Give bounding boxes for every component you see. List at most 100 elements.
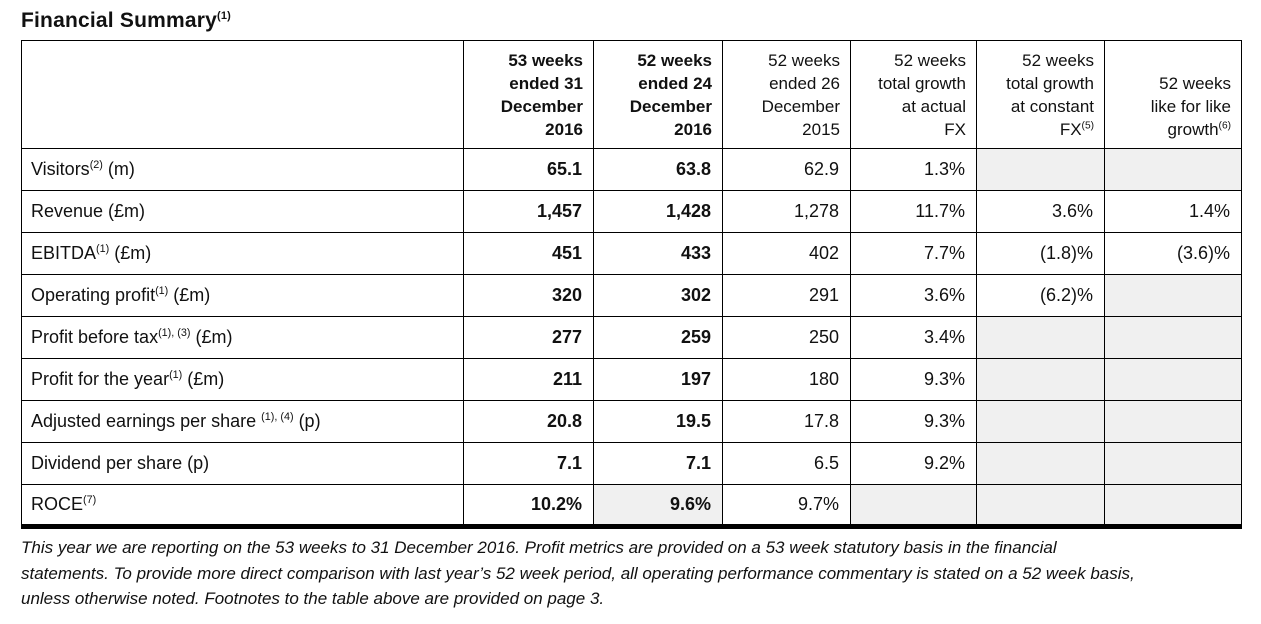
row-footnote-marker: (1) — [155, 285, 169, 297]
table-row: ROCE(7) 10.2% 9.6% 9.7% — [21, 484, 1242, 529]
table-row: Adjusted earnings per share (1), (4) (p)… — [21, 400, 1242, 443]
column-header: 52 weeks ended 24 December 2016 — [593, 40, 723, 149]
value-cell: 1,457 — [463, 190, 594, 233]
column-header: 52 weeks ended 26 December 2015 — [722, 40, 851, 149]
value-cell: 3.6% — [976, 190, 1105, 233]
row-label: Profit before tax(1), (3) (£m) — [21, 316, 464, 359]
value-cell: 11.7% — [850, 190, 977, 233]
value-cell — [1104, 442, 1242, 485]
column-header-line: ended 26 — [769, 74, 840, 93]
financial-summary-table: 53 weeks ended 31 December 2016 52 weeks ende… — [21, 40, 1242, 529]
column-header-line: FX(5) — [1059, 120, 1094, 139]
column-header-line: December — [500, 97, 583, 116]
value-cell: 1,278 — [722, 190, 851, 233]
value-cell — [1104, 358, 1242, 401]
value-cell: 10.2% — [463, 484, 594, 529]
column-header: 52 weeks total growth at constant FX(5) — [976, 40, 1105, 149]
table-row: EBITDA(1) (£m) 451 433 402 7.7% (1.8)% (3.6)% — [21, 232, 1242, 275]
value-cell: (6.2)% — [976, 274, 1105, 317]
value-cell — [1104, 148, 1242, 191]
value-cell: 9.3% — [850, 400, 977, 443]
value-cell: 291 — [722, 274, 851, 317]
footnote-line: This year we are reporting on the 53 wee… — [21, 538, 1057, 557]
value-cell: 65.1 — [463, 148, 594, 191]
table-row: Revenue (£m) 1,457 1,428 1,278 11.7% 3.6% 1.4% — [21, 190, 1242, 233]
value-cell — [1104, 484, 1242, 529]
value-cell: 19.5 — [593, 400, 723, 443]
header-row: 53 weeks ended 31 December 2016 52 weeks ende… — [21, 40, 1242, 149]
value-cell: 180 — [722, 358, 851, 401]
value-cell — [850, 484, 977, 529]
value-cell — [976, 484, 1105, 529]
table-row: Profit for the year(1) (£m) 211 197 180 9.3% — [21, 358, 1242, 401]
row-footnote-marker: (1), (4) — [261, 411, 294, 423]
value-cell — [1104, 274, 1242, 317]
value-cell: 1.3% — [850, 148, 977, 191]
table-header: 53 weeks ended 31 December 2016 52 weeks ende… — [21, 40, 1242, 149]
value-cell: 402 — [722, 232, 851, 275]
column-header-line: 2015 — [802, 120, 840, 139]
value-cell: 20.8 — [463, 400, 594, 443]
table-row: Dividend per share (p) 7.1 7.1 6.5 9.2% — [21, 442, 1242, 485]
row-label: Operating profit(1) (£m) — [21, 274, 464, 317]
table-row: Visitors(2) (m) 65.1 63.8 62.9 1.3% — [21, 148, 1242, 191]
column-header-line: ended 31 — [509, 74, 583, 93]
value-cell: 9.7% — [722, 484, 851, 529]
footnote-line: unless otherwise noted. Footnotes to the… — [21, 589, 605, 608]
column-header-line: at constant — [1010, 97, 1094, 116]
column-header-line: 52 weeks — [894, 51, 966, 70]
value-cell — [976, 316, 1105, 359]
row-label: ROCE(7) — [21, 484, 464, 529]
row-label: Dividend per share (p) — [21, 442, 464, 485]
value-cell: 197 — [593, 358, 723, 401]
row-footnote-marker: (7) — [83, 494, 97, 506]
value-cell: 7.7% — [850, 232, 977, 275]
header-footnote-marker: (6) — [1218, 120, 1231, 132]
table-body: Visitors(2) (m) 65.1 63.8 62.9 1.3% Revenue (… — [21, 148, 1242, 529]
title-footnote-marker: (1) — [216, 10, 232, 22]
column-header-line: total growth — [878, 74, 966, 93]
value-cell: 3.4% — [850, 316, 977, 359]
column-header-line: December — [629, 97, 712, 116]
column-header-line: total growth — [1006, 74, 1094, 93]
table-row: Operating profit(1) (£m) 320 302 291 3.6% (6.… — [21, 274, 1242, 317]
value-cell: 3.6% — [850, 274, 977, 317]
column-header-line: at actual — [901, 97, 966, 116]
value-cell: 7.1 — [593, 442, 723, 485]
value-cell — [976, 358, 1105, 401]
value-cell: 1.4% — [1104, 190, 1242, 233]
value-cell: 302 — [593, 274, 723, 317]
value-cell: 1,428 — [593, 190, 723, 233]
row-label: Profit for the year(1) (£m) — [21, 358, 464, 401]
value-cell: 211 — [463, 358, 594, 401]
row-footnote-marker: (1) — [96, 243, 110, 255]
value-cell: 433 — [593, 232, 723, 275]
value-cell: 63.8 — [593, 148, 723, 191]
value-cell: 62.9 — [722, 148, 851, 191]
column-header-line: growth(6) — [1167, 120, 1231, 139]
column-header-line: 53 weeks — [508, 51, 583, 70]
value-cell — [976, 442, 1105, 485]
page-title: Financial Summary(1) — [21, 9, 1241, 33]
page-title-text: Financial Summary — [21, 9, 217, 32]
table-row: Profit before tax(1), (3) (£m) 277 259 250 3… — [21, 316, 1242, 359]
column-header-line: 52 weeks — [1022, 51, 1094, 70]
row-footnote-marker: (2) — [89, 159, 103, 171]
value-cell: 259 — [593, 316, 723, 359]
column-header-line: like for like — [1150, 97, 1231, 116]
value-cell — [976, 148, 1105, 191]
column-header: 53 weeks ended 31 December 2016 — [463, 40, 594, 149]
column-header-line: December — [761, 97, 840, 116]
value-cell: 6.5 — [722, 442, 851, 485]
footnote-text: This year we are reporting on the 53 wee… — [21, 535, 1241, 612]
value-cell: 320 — [463, 274, 594, 317]
column-header: 52 weeks like for like growth(6) — [1104, 40, 1242, 149]
value-cell — [976, 400, 1105, 443]
value-cell: 250 — [722, 316, 851, 359]
corner-cell — [21, 40, 464, 149]
row-label: EBITDA(1) (£m) — [21, 232, 464, 275]
value-cell — [1104, 316, 1242, 359]
row-label: Visitors(2) (m) — [21, 148, 464, 191]
row-label: Revenue (£m) — [21, 190, 464, 233]
column-header-line: FX — [944, 120, 966, 139]
